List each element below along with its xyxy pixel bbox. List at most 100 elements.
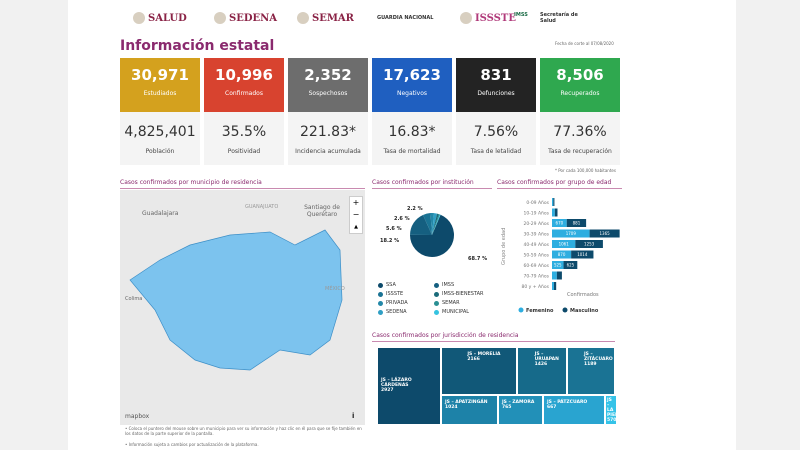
cell-value: 2166: [467, 357, 480, 362]
pie-label: 5.6 %: [386, 226, 402, 232]
michoacan-shape[interactable]: [129, 229, 343, 371]
legend-swatch: [378, 309, 383, 315]
bar-label: 870: [558, 252, 566, 257]
legend-label: SEMAR: [442, 300, 460, 306]
bar-male[interactable]: [566, 219, 587, 227]
age-tick-label: 50-59 Años: [523, 253, 549, 259]
bar-female[interactable]: [552, 198, 554, 206]
card-label: Recuperados: [560, 90, 600, 97]
bar-female[interactable]: [552, 250, 572, 259]
legend-label: IMSS-BIENESTAR: [442, 291, 484, 297]
mapbox-logo[interactable]: mapbox: [125, 413, 150, 420]
bar-male[interactable]: [563, 261, 578, 269]
cell-name: JS – LÁZARO CÁRDENAS: [381, 378, 412, 388]
legend-item[interactable]: MUNICIPAL: [434, 309, 469, 315]
cell-value: 1426: [534, 362, 548, 367]
compass-icon[interactable]: ▲: [354, 224, 358, 230]
info-icon[interactable]: i: [352, 412, 354, 420]
logo-text: GUARDIA NACIONAL: [377, 15, 434, 21]
treemap-cell[interactable]: JS – PÁTZCUARO 667: [543, 395, 605, 425]
legend-item[interactable]: SSA: [378, 282, 396, 288]
legend-label[interactable]: Femenino: [526, 308, 554, 314]
bar-male[interactable]: [575, 240, 603, 248]
age-tick-label: 10-19 Años: [523, 211, 549, 217]
cell-value: 2927: [381, 388, 394, 393]
treemap-cell[interactable]: JS – ZAMORA 765: [498, 395, 543, 425]
bar-female[interactable]: [552, 240, 576, 248]
pie-slice[interactable]: [422, 213, 432, 235]
cell-name: JS – LA PIEDAD: [607, 398, 616, 418]
note-bullet: • Información sujeta a cambios por actua…: [125, 442, 259, 447]
legend-item[interactable]: IMSS: [434, 282, 454, 288]
bar-male[interactable]: [571, 250, 594, 259]
card-header: 17,623 Negativos: [372, 58, 452, 112]
legend-item[interactable]: SEDENA: [378, 309, 407, 315]
card-value: 221.83*: [300, 124, 356, 140]
treemap-cell[interactable]: JS – URUAPAN 1426: [517, 347, 567, 395]
age-tick-label: 30-39 Años: [523, 232, 549, 238]
bar-label: 881: [573, 221, 581, 226]
card-header: 8,506 Recuperados: [540, 58, 620, 112]
legend-label: PRIVADA: [386, 300, 408, 306]
pie-slice[interactable]: [432, 214, 441, 235]
bar-female[interactable]: [552, 208, 555, 217]
institution-title: Casos confirmados por institución: [372, 179, 492, 189]
card-sublabel: Positividad: [227, 148, 261, 155]
legend-label: ISSSTE: [386, 291, 404, 297]
logo-text: SEDENA: [229, 12, 278, 24]
pie-slice[interactable]: [430, 213, 435, 235]
legend-item[interactable]: PRIVADA: [378, 300, 408, 306]
pie-slice[interactable]: [410, 214, 454, 257]
bar-female[interactable]: [552, 271, 557, 280]
legend-swatch: [434, 309, 439, 315]
bar-label: 1061: [559, 242, 570, 247]
bar-male[interactable]: [553, 282, 557, 290]
treemap-cell[interactable]: JS – LÁZARO CÁRDENAS 2927: [377, 347, 441, 425]
treemap-cell[interactable]: JS – LA PIEDAD570: [605, 395, 617, 425]
card-header: 2,352 Sospechosos: [288, 58, 368, 112]
bar-label: 525: [554, 263, 562, 268]
legend-item[interactable]: IMSS-BIENESTAR: [434, 291, 483, 297]
bar-male[interactable]: [556, 271, 562, 280]
treemap-cell[interactable]: JS – MORELIA 2166: [441, 347, 517, 395]
cell-value: 667: [547, 405, 557, 410]
institution-pie-chart: 2.2 % 2.6 % 5.6 % 18.2 % 68.7 %: [380, 206, 487, 262]
age-tick-label: 60-69 Años: [523, 263, 549, 269]
logo-text: SALUD: [148, 12, 187, 24]
age-tick-label: 40-49 Años: [523, 242, 549, 248]
bar-male[interactable]: [589, 229, 620, 238]
legend-item[interactable]: ISSSTE: [378, 291, 403, 297]
legend-label[interactable]: Masculino: [570, 308, 599, 314]
note-bullet: • Coloca el puntero del mouse sobre un m…: [125, 426, 362, 436]
treemap-cell[interactable]: JS – ZITÁCUARO 1189: [567, 347, 615, 395]
logo-guardia: GUARDIA NACIONAL: [377, 15, 433, 21]
bar-male[interactable]: [554, 208, 558, 217]
legend-item[interactable]: SEMAR: [434, 300, 460, 306]
card-label: Negativos: [396, 90, 428, 97]
bar-female[interactable]: [552, 229, 590, 238]
zoom-in-button[interactable]: +: [352, 198, 360, 207]
map-label: GUANAJUATO: [245, 204, 278, 210]
age-chart: Grupo de edad 0-09 Años 10-19 Años 20-29 Añ…: [501, 198, 620, 314]
pie-slice[interactable]: [410, 214, 432, 235]
bar-male[interactable]: [553, 198, 555, 206]
pie-slice[interactable]: [432, 214, 440, 235]
pie-label: 18.2 %: [380, 238, 399, 244]
zoom-out-button[interactable]: −: [352, 210, 360, 219]
map-label-queretaro: Santiago de Querétaro: [304, 204, 340, 218]
bar-female[interactable]: [552, 219, 567, 227]
card-header: 831 Defunciones: [456, 58, 536, 112]
bar-female[interactable]: [552, 261, 564, 269]
cell-name: JS – MORELIA: [467, 352, 501, 357]
pie-slice[interactable]: [432, 213, 438, 235]
bar-female[interactable]: [552, 282, 554, 290]
cutoff-date: Fecha de corte al 07/08/2020: [555, 41, 614, 46]
pie-slice[interactable]: [432, 213, 439, 235]
municipality-map[interactable]: Guadalajara GUANAJUATO Colima MÉXICO map…: [120, 190, 365, 425]
cell-name: JS – APATZINGÁN: [445, 400, 488, 405]
legend-label: MUNICIPAL: [442, 309, 470, 315]
legend-swatch: [378, 300, 383, 306]
logo-text: SEMAR: [312, 12, 354, 24]
bar-label: 670: [556, 221, 564, 226]
treemap-cell[interactable]: JS – APATZINGÁN 1024: [441, 395, 498, 425]
